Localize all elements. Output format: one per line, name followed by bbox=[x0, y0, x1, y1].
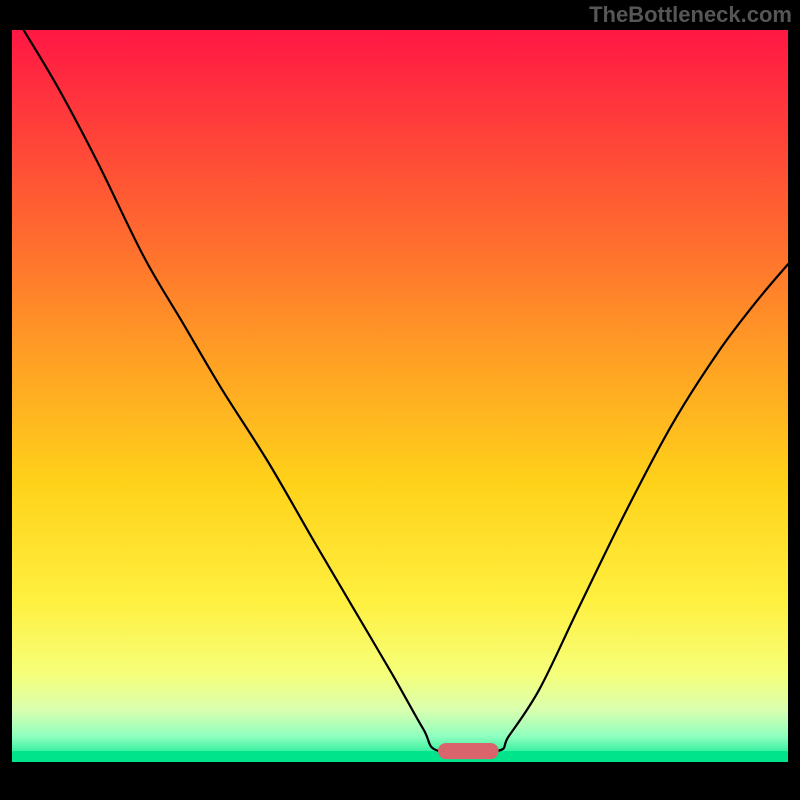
chart-svg bbox=[0, 0, 800, 800]
watermark-text: TheBottleneck.com bbox=[589, 2, 792, 28]
gradient-plot-area bbox=[12, 30, 788, 762]
optimal-marker bbox=[438, 743, 499, 759]
bottleneck-chart: TheBottleneck.com bbox=[0, 0, 800, 800]
baseline-band bbox=[12, 751, 788, 762]
